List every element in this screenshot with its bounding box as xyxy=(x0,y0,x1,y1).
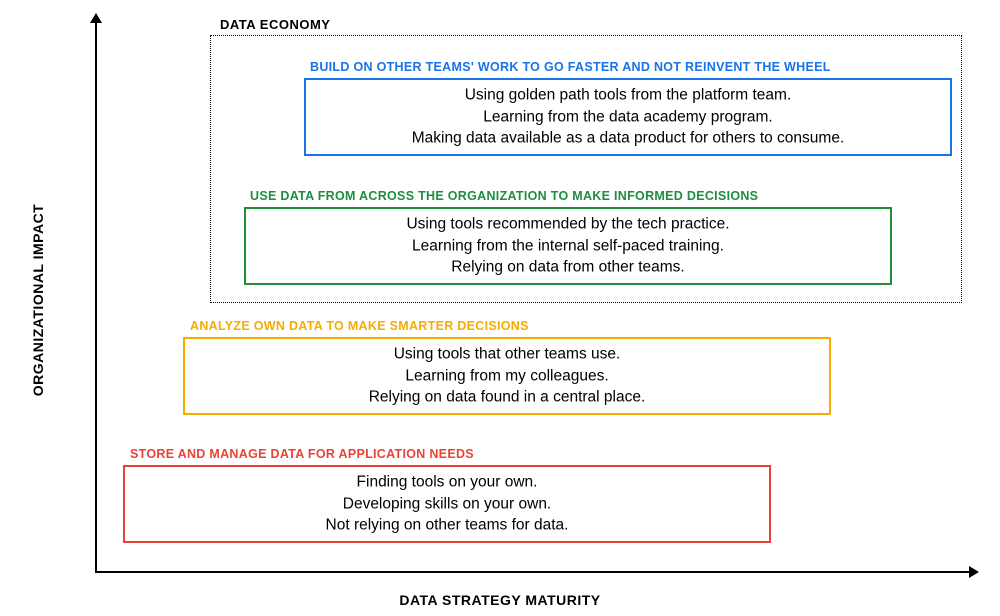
stage-lines-build: Using golden path tools from the platfor… xyxy=(306,84,950,149)
data-economy-label: DATA ECONOMY xyxy=(220,17,330,32)
stage-line: Learning from the data academy program. xyxy=(306,106,950,128)
x-axis xyxy=(95,571,971,573)
y-axis-arrowhead xyxy=(90,13,102,23)
stage-title-use-data: USE DATA FROM ACROSS THE ORGANIZATION TO… xyxy=(250,189,758,203)
stage-line: Developing skills on your own. xyxy=(125,493,769,515)
stage-title-build: BUILD ON OTHER TEAMS' WORK TO GO FASTER … xyxy=(310,60,831,74)
stage-lines-use-data: Using tools recommended by the tech prac… xyxy=(246,213,890,278)
stage-title-store: STORE AND MANAGE DATA FOR APPLICATION NE… xyxy=(130,447,474,461)
stage-line: Using tools that other teams use. xyxy=(185,343,829,365)
stage-line: Finding tools on your own. xyxy=(125,471,769,493)
stage-lines-analyze: Using tools that other teams use. Learni… xyxy=(185,343,829,408)
stage-box-analyze: Using tools that other teams use. Learni… xyxy=(183,337,831,415)
stage-line: Relying on data found in a central place… xyxy=(185,387,829,409)
stage-line: Learning from my colleagues. xyxy=(185,365,829,387)
stage-title-analyze: ANALYZE OWN DATA TO MAKE SMARTER DECISIO… xyxy=(190,319,529,333)
stage-box-build: Using golden path tools from the platfor… xyxy=(304,78,952,156)
stage-box-use-data: Using tools recommended by the tech prac… xyxy=(244,207,892,285)
stage-line: Learning from the internal self-paced tr… xyxy=(246,235,890,257)
stage-line: Using golden path tools from the platfor… xyxy=(306,84,950,106)
chart-area: DATA ECONOMY BUILD ON OTHER TEAMS' WORK … xyxy=(95,15,975,575)
y-axis-label: ORGANIZATIONAL IMPACT xyxy=(30,204,46,397)
stage-line: Making data available as a data product … xyxy=(306,128,950,150)
x-axis-arrowhead xyxy=(969,566,979,578)
stage-line: Relying on data from other teams. xyxy=(246,257,890,279)
x-axis-label: DATA STRATEGY MATURITY xyxy=(399,592,600,608)
y-axis xyxy=(95,15,97,573)
stage-lines-store: Finding tools on your own. Developing sk… xyxy=(125,471,769,536)
stage-box-store: Finding tools on your own. Developing sk… xyxy=(123,465,771,543)
stage-line: Not relying on other teams for data. xyxy=(125,515,769,537)
stage-line: Using tools recommended by the tech prac… xyxy=(246,213,890,235)
